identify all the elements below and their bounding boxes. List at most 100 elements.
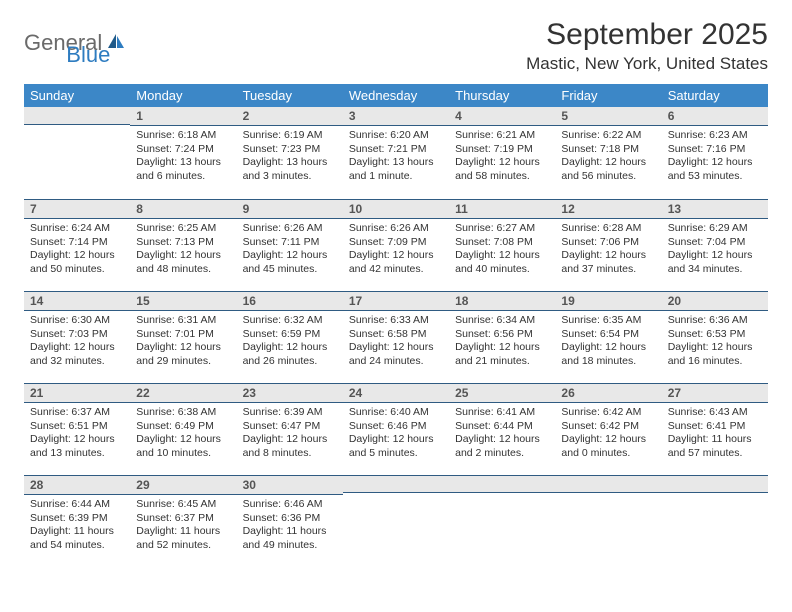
sunset-text: Sunset: 6:58 PM <box>349 328 443 342</box>
daylight2-text: and 2 minutes. <box>455 447 549 461</box>
daylight1-text: Daylight: 12 hours <box>561 156 655 170</box>
day-number: 10 <box>343 199 449 219</box>
day-number: 6 <box>662 107 768 126</box>
header: General Blue September 2025 Mastic, New … <box>24 18 768 74</box>
week-row: 7Sunrise: 6:24 AMSunset: 7:14 PMDaylight… <box>24 199 768 291</box>
sunset-text: Sunset: 7:09 PM <box>349 236 443 250</box>
sunrise-text: Sunrise: 6:32 AM <box>243 314 337 328</box>
daylight1-text: Daylight: 13 hours <box>243 156 337 170</box>
daylight2-text: and 48 minutes. <box>136 263 230 277</box>
day-cell: 23Sunrise: 6:39 AMSunset: 6:47 PMDayligh… <box>237 383 343 475</box>
day-cell: 9Sunrise: 6:26 AMSunset: 7:11 PMDaylight… <box>237 199 343 291</box>
sunrise-text: Sunrise: 6:44 AM <box>30 498 124 512</box>
day-cell: 5Sunrise: 6:22 AMSunset: 7:18 PMDaylight… <box>555 107 661 199</box>
day-number: 21 <box>24 383 130 403</box>
sunset-text: Sunset: 7:16 PM <box>668 143 762 157</box>
day-header: Monday <box>130 84 236 107</box>
day-cell <box>24 107 130 199</box>
sunrise-text: Sunrise: 6:42 AM <box>561 406 655 420</box>
day-cell <box>343 475 449 567</box>
week-row: 21Sunrise: 6:37 AMSunset: 6:51 PMDayligh… <box>24 383 768 475</box>
day-cell: 17Sunrise: 6:33 AMSunset: 6:58 PMDayligh… <box>343 291 449 383</box>
sunset-text: Sunset: 6:53 PM <box>668 328 762 342</box>
day-header: Friday <box>555 84 661 107</box>
day-header: Wednesday <box>343 84 449 107</box>
sunset-text: Sunset: 6:56 PM <box>455 328 549 342</box>
sunrise-text: Sunrise: 6:46 AM <box>243 498 337 512</box>
day-content: Sunrise: 6:18 AMSunset: 7:24 PMDaylight:… <box>130 126 236 187</box>
sunrise-text: Sunrise: 6:19 AM <box>243 129 337 143</box>
daylight1-text: Daylight: 11 hours <box>136 525 230 539</box>
daylight2-text: and 26 minutes. <box>243 355 337 369</box>
sunset-text: Sunset: 6:47 PM <box>243 420 337 434</box>
empty-day-bar <box>555 475 661 493</box>
sunset-text: Sunset: 6:37 PM <box>136 512 230 526</box>
day-number: 26 <box>555 383 661 403</box>
daylight1-text: Daylight: 12 hours <box>668 156 762 170</box>
daylight2-text: and 32 minutes. <box>30 355 124 369</box>
day-cell: 14Sunrise: 6:30 AMSunset: 7:03 PMDayligh… <box>24 291 130 383</box>
day-cell: 20Sunrise: 6:36 AMSunset: 6:53 PMDayligh… <box>662 291 768 383</box>
week-row: 1Sunrise: 6:18 AMSunset: 7:24 PMDaylight… <box>24 107 768 199</box>
daylight1-text: Daylight: 11 hours <box>243 525 337 539</box>
day-number: 28 <box>24 475 130 495</box>
sunset-text: Sunset: 6:46 PM <box>349 420 443 434</box>
daylight2-text: and 24 minutes. <box>349 355 443 369</box>
sunrise-text: Sunrise: 6:24 AM <box>30 222 124 236</box>
day-content: Sunrise: 6:23 AMSunset: 7:16 PMDaylight:… <box>662 126 768 187</box>
daylight2-text: and 16 minutes. <box>668 355 762 369</box>
day-number: 4 <box>449 107 555 126</box>
sunrise-text: Sunrise: 6:26 AM <box>243 222 337 236</box>
sunset-text: Sunset: 7:21 PM <box>349 143 443 157</box>
day-cell <box>555 475 661 567</box>
sunrise-text: Sunrise: 6:21 AM <box>455 129 549 143</box>
day-cell: 7Sunrise: 6:24 AMSunset: 7:14 PMDaylight… <box>24 199 130 291</box>
daylight2-text: and 13 minutes. <box>30 447 124 461</box>
day-cell: 10Sunrise: 6:26 AMSunset: 7:09 PMDayligh… <box>343 199 449 291</box>
month-year: September 2025 <box>526 18 768 52</box>
daylight2-text: and 49 minutes. <box>243 539 337 553</box>
day-content: Sunrise: 6:25 AMSunset: 7:13 PMDaylight:… <box>130 219 236 280</box>
sunset-text: Sunset: 7:23 PM <box>243 143 337 157</box>
daylight2-text: and 0 minutes. <box>561 447 655 461</box>
day-cell: 19Sunrise: 6:35 AMSunset: 6:54 PMDayligh… <box>555 291 661 383</box>
daylight2-text: and 52 minutes. <box>136 539 230 553</box>
day-number: 18 <box>449 291 555 311</box>
sunset-text: Sunset: 7:11 PM <box>243 236 337 250</box>
day-number: 22 <box>130 383 236 403</box>
day-content: Sunrise: 6:36 AMSunset: 6:53 PMDaylight:… <box>662 311 768 372</box>
day-number: 14 <box>24 291 130 311</box>
day-cell: 3Sunrise: 6:20 AMSunset: 7:21 PMDaylight… <box>343 107 449 199</box>
daylight2-text: and 10 minutes. <box>136 447 230 461</box>
daylight2-text: and 58 minutes. <box>455 170 549 184</box>
daylight1-text: Daylight: 12 hours <box>561 433 655 447</box>
day-number: 30 <box>237 475 343 495</box>
daylight1-text: Daylight: 12 hours <box>243 341 337 355</box>
daylight2-text: and 8 minutes. <box>243 447 337 461</box>
day-content: Sunrise: 6:26 AMSunset: 7:11 PMDaylight:… <box>237 219 343 280</box>
day-content: Sunrise: 6:42 AMSunset: 6:42 PMDaylight:… <box>555 403 661 464</box>
sunset-text: Sunset: 6:51 PM <box>30 420 124 434</box>
daylight2-text: and 50 minutes. <box>30 263 124 277</box>
day-content: Sunrise: 6:21 AMSunset: 7:19 PMDaylight:… <box>449 126 555 187</box>
sunset-text: Sunset: 6:59 PM <box>243 328 337 342</box>
day-header: Sunday <box>24 84 130 107</box>
day-content: Sunrise: 6:24 AMSunset: 7:14 PMDaylight:… <box>24 219 130 280</box>
daylight2-text: and 45 minutes. <box>243 263 337 277</box>
day-content: Sunrise: 6:41 AMSunset: 6:44 PMDaylight:… <box>449 403 555 464</box>
empty-day-bar <box>662 475 768 493</box>
day-header: Saturday <box>662 84 768 107</box>
day-cell: 2Sunrise: 6:19 AMSunset: 7:23 PMDaylight… <box>237 107 343 199</box>
day-content: Sunrise: 6:45 AMSunset: 6:37 PMDaylight:… <box>130 495 236 556</box>
daylight1-text: Daylight: 12 hours <box>668 341 762 355</box>
daylight1-text: Daylight: 12 hours <box>30 341 124 355</box>
daylight1-text: Daylight: 12 hours <box>561 249 655 263</box>
daylight1-text: Daylight: 12 hours <box>136 341 230 355</box>
day-header-row: Sunday Monday Tuesday Wednesday Thursday… <box>24 84 768 107</box>
day-number: 5 <box>555 107 661 126</box>
day-header: Tuesday <box>237 84 343 107</box>
sunset-text: Sunset: 7:24 PM <box>136 143 230 157</box>
daylight1-text: Daylight: 12 hours <box>455 341 549 355</box>
sunrise-text: Sunrise: 6:28 AM <box>561 222 655 236</box>
day-cell: 28Sunrise: 6:44 AMSunset: 6:39 PMDayligh… <box>24 475 130 567</box>
